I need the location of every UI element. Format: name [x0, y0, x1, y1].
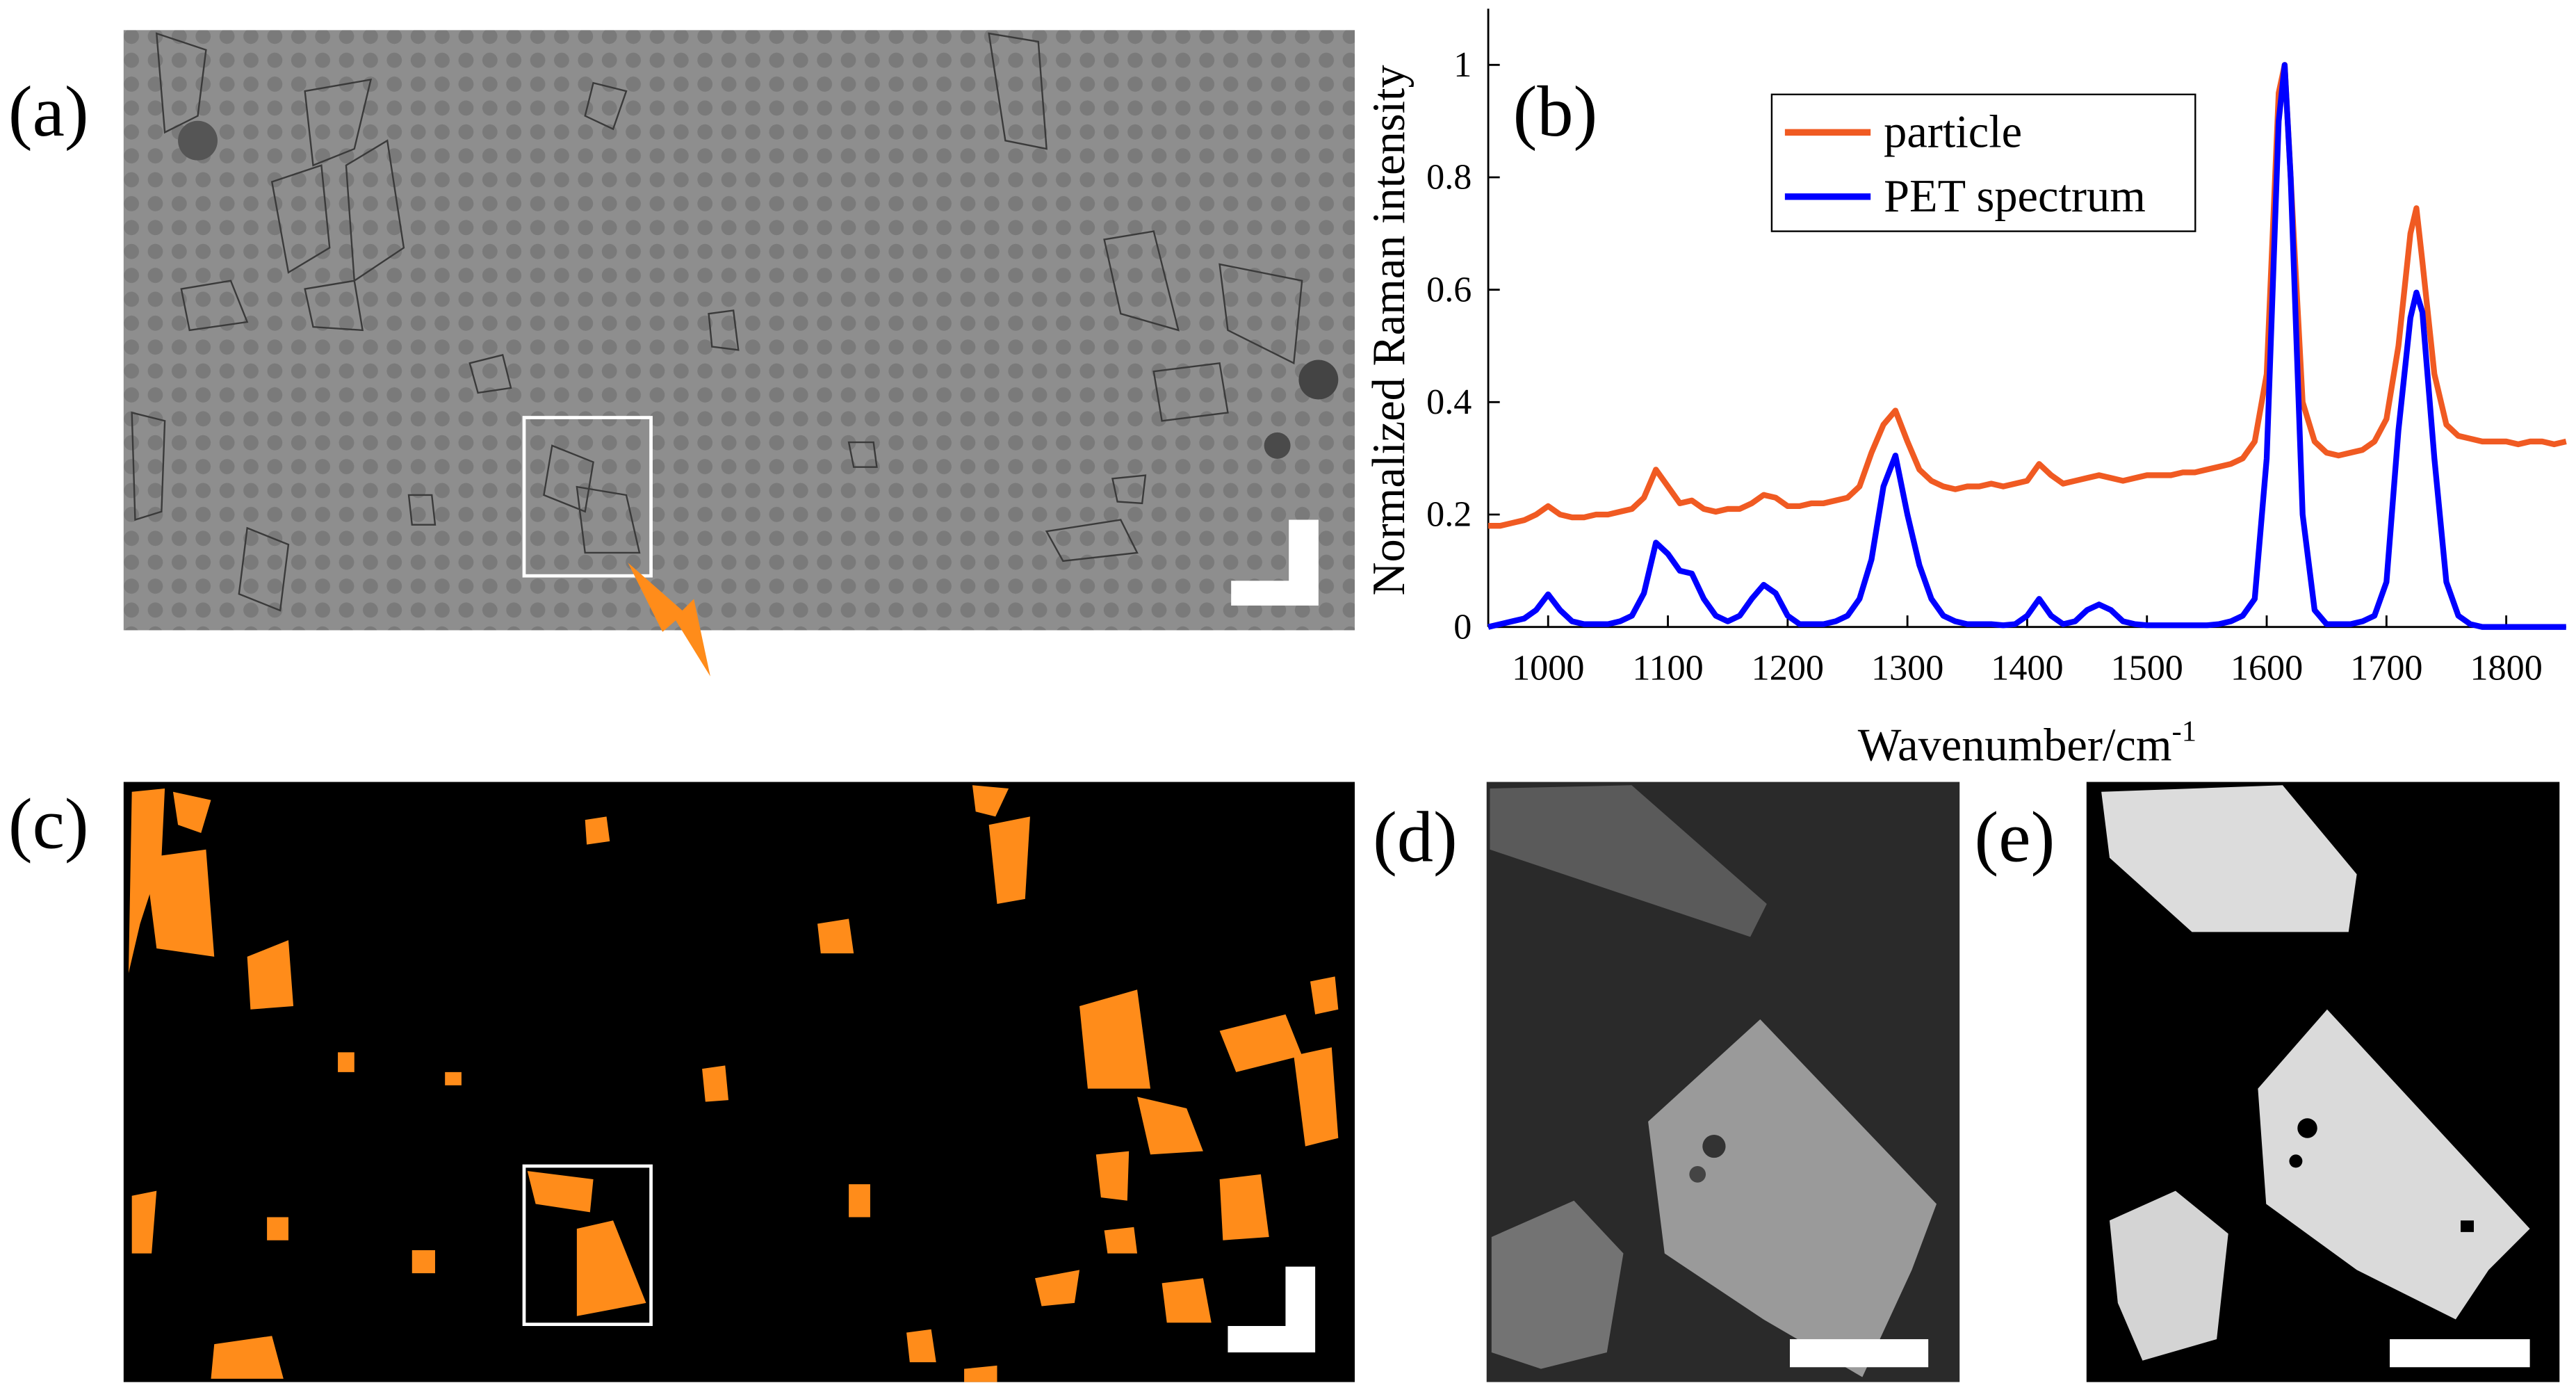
- x-tick-label: 1300: [1871, 649, 1943, 688]
- x-tick-label: 1100: [1632, 649, 1703, 688]
- x-tick-label: 1600: [2231, 649, 2303, 688]
- panel-label: (a): [8, 71, 89, 152]
- x-tick-label: 1400: [1991, 649, 2063, 688]
- legend-label: particle: [1884, 107, 2022, 158]
- raman-map-e: [2086, 782, 2560, 1382]
- x-tick-label: 1800: [2470, 649, 2542, 688]
- x-tick-label: 1200: [1752, 649, 1824, 688]
- panel-label: (b): [1513, 71, 1598, 152]
- micrograph-a: [123, 30, 1355, 677]
- panel-label: (e): [1975, 796, 2055, 877]
- x-axis-label-text: Wavenumber/cm: [1858, 720, 2172, 771]
- x-tick-label: 1000: [1512, 649, 1584, 688]
- y-tick-label: 0.6: [1426, 270, 1472, 309]
- y-tick-label: 1: [1453, 45, 1472, 85]
- segmentation-c: [123, 782, 1355, 1382]
- legend: [1770, 93, 2196, 232]
- y-tick-label: 0.8: [1426, 158, 1472, 197]
- legend-label: PET spectrum: [1884, 171, 2146, 222]
- x-tick-label: 1700: [2350, 649, 2422, 688]
- panel-label: (d): [1373, 796, 1458, 877]
- y-tick-label: 0: [1453, 607, 1472, 647]
- spectrum-line: [1487, 62, 2566, 630]
- panel-label: (c): [8, 783, 89, 864]
- y-axis-label: Normalized Raman intensity: [1364, 65, 1415, 595]
- y-tick-label: 0.2: [1426, 495, 1472, 535]
- x-axis-label: Wavenumber/cm-1: [1858, 715, 2196, 770]
- spectrum-line: [1488, 62, 2567, 529]
- x-axis-label-superscript: -1: [2172, 715, 2197, 747]
- zoom-image-d: [1486, 782, 1960, 1382]
- spectrum-chart: Wavenumber/cm-1 Normalized Raman intensi…: [1364, 8, 2567, 771]
- x-tick-label: 1500: [2111, 649, 2183, 688]
- y-tick-label: 0.4: [1426, 382, 1472, 422]
